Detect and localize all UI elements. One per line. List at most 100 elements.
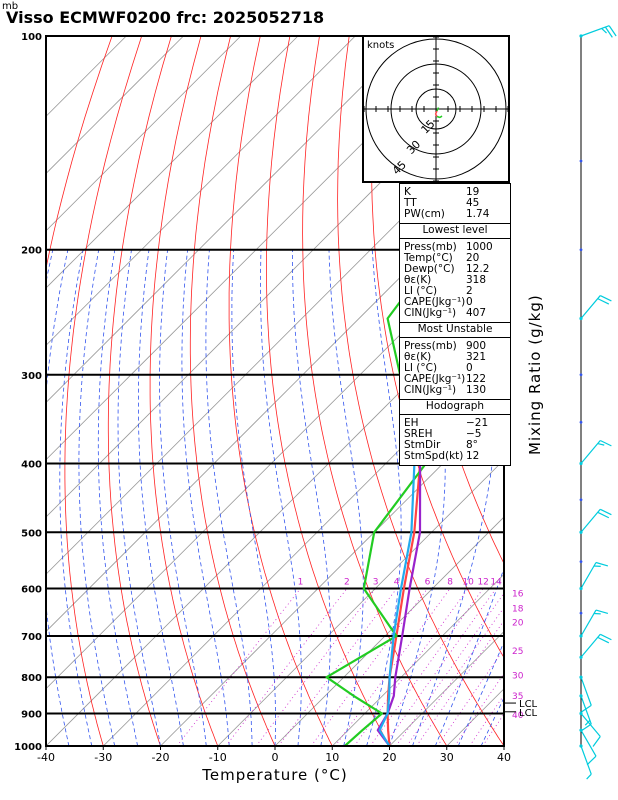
index-value: 45 bbox=[466, 197, 480, 209]
wind-barb-base bbox=[579, 634, 583, 638]
wind-profile bbox=[579, 25, 617, 780]
lowest-level-value: 12.2 bbox=[466, 263, 490, 275]
isotherm bbox=[46, 36, 471, 461]
wind-barb-flag bbox=[608, 25, 617, 37]
pressure-tick-label: 200 bbox=[21, 246, 42, 257]
mixing-ratio-label: 2 bbox=[344, 577, 350, 587]
wind-barb bbox=[580, 695, 592, 725]
wind-level-dot bbox=[579, 560, 583, 564]
wind-level-dot bbox=[579, 373, 583, 377]
mixing-ratio-label: 3 bbox=[373, 577, 379, 587]
dry-adiabat bbox=[496, 36, 504, 160]
wind-barb-flag bbox=[597, 511, 610, 519]
isotherm bbox=[46, 36, 299, 289]
wind-level-dot bbox=[579, 248, 583, 252]
lcl-label: LCL bbox=[519, 708, 538, 719]
mixing-ratio-line bbox=[454, 672, 504, 746]
isotherm bbox=[46, 230, 504, 690]
wind-barb-flag bbox=[586, 773, 592, 780]
lowest-level-row: LI (°C) 2 bbox=[400, 286, 510, 297]
temperature-tick-label: -10 bbox=[209, 751, 227, 764]
wind-barb bbox=[580, 609, 597, 637]
wind-barb-flag bbox=[604, 26, 613, 38]
index-row: TT 45 bbox=[400, 198, 510, 209]
lowest-level-row: Dewp(°C) 12.2 bbox=[400, 264, 510, 275]
temperature-tick-label: -20 bbox=[152, 751, 170, 764]
mixing-ratio-line bbox=[176, 588, 301, 746]
wind-barb-flag bbox=[600, 295, 612, 302]
temperature-tick-label: 0 bbox=[272, 751, 279, 764]
indices-rows: K 19 TT 45 PW(cm) 1.74 bbox=[400, 184, 510, 223]
mixing-ratio-label: 35 bbox=[512, 692, 523, 702]
dry-adiabat bbox=[302, 36, 448, 746]
wind-barb bbox=[580, 295, 601, 319]
mixing-ratio-line bbox=[278, 588, 398, 746]
most-unstable-key: CIN(Jkg⁻¹) bbox=[404, 384, 457, 396]
lowest-level-key: CAPE(Jkg⁻¹) bbox=[404, 296, 466, 308]
mixing-ratio-line bbox=[437, 648, 504, 746]
most-unstable-rows: Press(mb) 900 θε(K) 321 LI (°C) 0 CAPE(Jkg⁻¹) 1… bbox=[400, 338, 510, 399]
x-axis-label: Temperature (°C) bbox=[201, 766, 347, 784]
wind-barb-flag bbox=[600, 508, 612, 516]
temperature-tick-label: 40 bbox=[497, 751, 511, 764]
index-key: K bbox=[404, 186, 411, 198]
dry-adiabat bbox=[107, 36, 172, 746]
lowest-level-value: 0 bbox=[466, 296, 473, 308]
most-unstable-header: Most Unstable bbox=[400, 322, 510, 338]
dry-adiabat bbox=[557, 36, 618, 746]
wind-level-dot bbox=[579, 611, 583, 615]
dry-adiabat bbox=[371, 36, 504, 659]
moist-adiabat bbox=[78, 249, 116, 746]
wind-barb bbox=[580, 440, 601, 464]
isotherm bbox=[217, 459, 504, 746]
temperature-tick-label: 20 bbox=[383, 751, 397, 764]
temperature-tick-label: -30 bbox=[94, 751, 112, 764]
most-unstable-row: Press(mb) 900 bbox=[400, 341, 510, 352]
mixing-ratio-label: 25 bbox=[512, 647, 523, 657]
lowest-level-header: Lowest level bbox=[400, 223, 510, 239]
mixing-ratio-line bbox=[225, 588, 348, 746]
pressure-tick-label: 400 bbox=[21, 459, 42, 470]
dry-adiabat bbox=[266, 36, 390, 746]
wind-level-dot bbox=[579, 420, 583, 424]
lowest-level-value: 1000 bbox=[466, 241, 493, 253]
wind-barb-base bbox=[579, 530, 583, 534]
hodograph-params-header: Hodograph bbox=[400, 399, 510, 415]
temperature-tick-label: 10 bbox=[325, 751, 339, 764]
most-unstable-value: 0 bbox=[466, 362, 473, 374]
index-row: PW(cm) 1.74 bbox=[400, 209, 510, 220]
hodograph-trace bbox=[436, 115, 441, 119]
most-unstable-key: θε(K) bbox=[404, 351, 432, 363]
pressure-tick-label: 1000 bbox=[14, 742, 42, 753]
lowest-level-key: Dewp(°C) bbox=[404, 263, 455, 275]
wind-barb bbox=[580, 25, 610, 37]
index-key: TT bbox=[404, 197, 417, 209]
mixing-ratio-line bbox=[406, 606, 504, 746]
lowest-level-value: 20 bbox=[466, 252, 480, 264]
mixing-ratio-label: 40 bbox=[512, 711, 524, 721]
wind-barb-flag bbox=[595, 561, 609, 567]
mixing-ratio-label: 18 bbox=[512, 604, 524, 614]
mixing-ratio-label: 1 bbox=[298, 577, 304, 587]
most-unstable-value: 900 bbox=[466, 340, 487, 352]
mixing-ratio-label: 8 bbox=[447, 577, 453, 587]
moist-adiabat bbox=[97, 249, 138, 746]
hodograph-param-row: StmDir 8° bbox=[400, 440, 510, 451]
wind-barb bbox=[580, 745, 592, 775]
wind-barb-base bbox=[579, 711, 583, 716]
wind-barb-flag bbox=[597, 298, 610, 305]
wind-level-dot bbox=[579, 498, 583, 502]
mixing-ratio-label: 20 bbox=[512, 619, 524, 629]
wind-barb-flag bbox=[584, 719, 591, 726]
mixing-ratio-label: 10 bbox=[462, 577, 474, 587]
index-value: 19 bbox=[466, 186, 480, 198]
hodograph-unit-label: knots bbox=[367, 40, 394, 51]
lowest-level-value: 407 bbox=[466, 307, 487, 319]
pressure-tick-label: 500 bbox=[21, 528, 42, 539]
lowest-level-row: Temp(°C) 20 bbox=[400, 253, 510, 264]
wind-barb-flag bbox=[600, 439, 612, 447]
isotherm bbox=[332, 573, 504, 746]
most-unstable-row: θε(K) 321 bbox=[400, 352, 510, 363]
